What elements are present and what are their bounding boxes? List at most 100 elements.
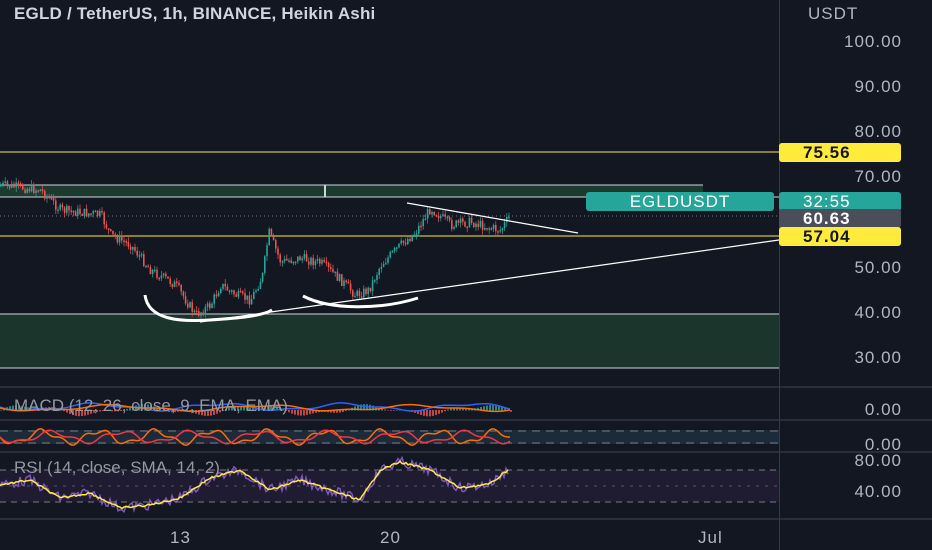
macd-bar bbox=[177, 410, 179, 412]
macd-bar bbox=[273, 406, 275, 411]
candle-body bbox=[347, 281, 350, 284]
macd-line bbox=[0, 402, 511, 412]
candle-body bbox=[332, 268, 334, 273]
candle-body bbox=[13, 183, 15, 188]
candle-body bbox=[85, 208, 88, 217]
candle-body bbox=[378, 268, 380, 275]
candle-body bbox=[226, 286, 229, 291]
candle-body bbox=[433, 211, 435, 216]
candle-body bbox=[413, 234, 416, 237]
candle-body bbox=[336, 271, 339, 281]
macd-bar bbox=[63, 410, 65, 412]
candle-body bbox=[319, 258, 321, 264]
candle-body bbox=[136, 250, 138, 256]
candle-body bbox=[151, 269, 154, 275]
macd-bar bbox=[69, 410, 71, 414]
resistance-zone bbox=[0, 185, 703, 197]
macd-bar bbox=[315, 410, 317, 413]
macd-bar bbox=[207, 410, 209, 416]
price-tick-90: 90.00 bbox=[854, 77, 902, 96]
macd-bar bbox=[240, 406, 242, 411]
time-label-20: 20 bbox=[380, 528, 401, 547]
macd-bar bbox=[261, 407, 263, 411]
macd-bar bbox=[126, 408, 128, 411]
candle-body bbox=[127, 241, 130, 247]
candle-body bbox=[176, 281, 178, 284]
macd-bar bbox=[495, 405, 497, 411]
candle-body bbox=[222, 283, 224, 289]
candle-body bbox=[41, 189, 44, 191]
symbol-tag: EGLDUSDT bbox=[586, 192, 774, 211]
macd-bar bbox=[465, 408, 467, 411]
candle-body bbox=[239, 290, 242, 293]
candle-body bbox=[442, 214, 444, 217]
candle-body bbox=[358, 290, 361, 297]
candle-body bbox=[138, 255, 141, 257]
candle-body bbox=[341, 274, 343, 286]
price-tick-100: 100.00 bbox=[844, 32, 902, 51]
candle-body bbox=[279, 254, 281, 263]
osc-series bbox=[0, 428, 511, 446]
candle-body bbox=[123, 240, 125, 242]
macd-bar bbox=[246, 407, 248, 411]
candle-body bbox=[345, 280, 347, 282]
candle-body bbox=[46, 196, 48, 199]
candle-body bbox=[114, 234, 116, 237]
candle-body bbox=[61, 204, 64, 208]
macd-bar bbox=[333, 410, 335, 413]
macd-bar bbox=[18, 405, 20, 411]
candle-body bbox=[178, 282, 180, 286]
time-label-13: 13 bbox=[170, 528, 191, 547]
macd-bar bbox=[306, 410, 308, 415]
candle-body bbox=[484, 227, 486, 230]
candle-body bbox=[305, 254, 308, 262]
candle-body bbox=[470, 217, 473, 224]
candle-body bbox=[96, 210, 99, 216]
candle-body bbox=[145, 265, 147, 268]
candle-body bbox=[303, 254, 306, 259]
macd-bar bbox=[225, 408, 227, 411]
rsi-line bbox=[0, 455, 509, 514]
macd-bar bbox=[87, 410, 89, 415]
rsi-axis-tick-40: 40.00 bbox=[854, 482, 902, 501]
candle-body bbox=[55, 200, 57, 210]
candle-body bbox=[420, 225, 422, 228]
candle-body bbox=[288, 260, 290, 262]
candle-body bbox=[92, 211, 94, 214]
rsi-label[interactable]: RSI (14, close, SMA, 14, 2) bbox=[14, 458, 220, 477]
macd-bar bbox=[210, 410, 212, 416]
macd-bar bbox=[267, 406, 269, 411]
macd-bar bbox=[396, 409, 398, 411]
macd-bar bbox=[285, 410, 287, 411]
candle-body bbox=[2, 182, 4, 185]
macd-bar bbox=[198, 410, 200, 415]
candle-body bbox=[286, 258, 288, 261]
candle-body bbox=[501, 228, 504, 230]
macd-label[interactable]: MACD (12, 26, close, 9, EMA, EMA) bbox=[14, 396, 288, 415]
macd-bar bbox=[96, 410, 98, 412]
candle-body bbox=[231, 290, 233, 292]
candle-body bbox=[497, 231, 499, 233]
macd-bar bbox=[459, 407, 461, 411]
lower-level-price-tag[interactable]: 57.04 bbox=[779, 227, 901, 246]
candle-body bbox=[253, 291, 255, 300]
candle-body bbox=[28, 188, 31, 192]
candle-body bbox=[215, 294, 218, 297]
candle-body bbox=[162, 273, 165, 276]
macd-bar bbox=[270, 405, 272, 411]
macd-bar bbox=[123, 409, 125, 411]
macd-bar bbox=[360, 404, 362, 411]
candle-body bbox=[94, 210, 97, 213]
macd-bar bbox=[363, 404, 365, 411]
candle-body bbox=[444, 214, 446, 217]
candle-body bbox=[451, 220, 453, 229]
candle-body bbox=[180, 285, 182, 292]
candle-body bbox=[327, 262, 330, 268]
candle-body bbox=[387, 257, 389, 263]
candle-body bbox=[79, 208, 81, 215]
candle-body bbox=[134, 246, 136, 251]
upper-level-price-tag[interactable]: 75.56 bbox=[779, 143, 901, 162]
candle-body bbox=[72, 210, 75, 213]
macd-bar bbox=[216, 410, 218, 414]
